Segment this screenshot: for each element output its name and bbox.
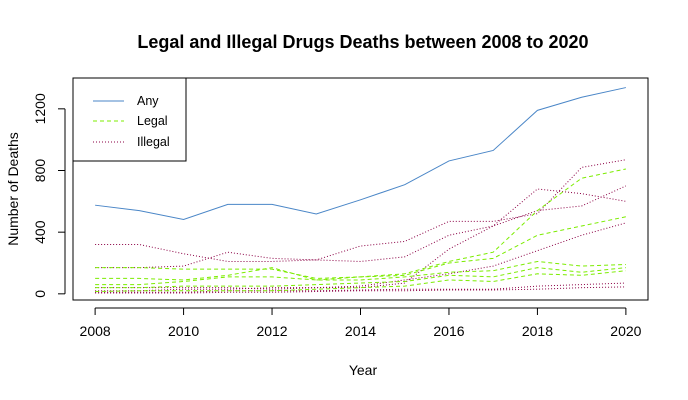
y-tick-label: 800 — [32, 159, 48, 183]
y-axis-label: Number of Deaths — [5, 132, 21, 246]
legend: Any Legal Illegal — [72, 77, 187, 162]
x-axis: 2008 2010 2012 2014 2016 2018 2020 — [80, 307, 642, 339]
series-line-legal-3 — [95, 260, 626, 286]
x-tick-label: 2018 — [522, 323, 553, 339]
series-line-illegal-9 — [95, 222, 627, 292]
series-line-legal-4 — [95, 267, 626, 289]
legend-label-illegal: Illegal — [137, 135, 170, 149]
series-line-legal-2 — [95, 216, 626, 281]
series-line-illegal-8 — [95, 188, 626, 290]
legend-box — [72, 77, 187, 162]
series-group — [95, 87, 627, 294]
x-tick-label: 2016 — [433, 323, 464, 339]
series-line-illegal-11 — [95, 286, 626, 294]
x-tick-label: 2012 — [256, 323, 287, 339]
series-line-illegal-6 — [95, 159, 626, 262]
x-axis-label: Year — [349, 362, 378, 378]
series-line-legal-1 — [95, 168, 626, 279]
legend-label-legal: Legal — [137, 114, 168, 128]
series-line-any-0 — [95, 87, 626, 221]
x-tick-label: 2014 — [345, 323, 376, 339]
x-tick-label: 2008 — [80, 323, 111, 339]
legend-label-any: Any — [137, 94, 159, 108]
series-line-illegal-7 — [95, 185, 627, 269]
y-tick-label: 400 — [32, 220, 48, 244]
x-tick-label: 2020 — [610, 323, 641, 339]
y-tick-label: 1200 — [32, 93, 48, 124]
chart-title: Legal and Illegal Drugs Deaths between 2… — [137, 32, 588, 52]
y-tick-label: 0 — [32, 290, 48, 298]
y-axis: 0 400 800 1200 — [32, 93, 66, 298]
x-tick-label: 2010 — [168, 323, 199, 339]
series-line-legal-5 — [95, 270, 626, 293]
plot-box — [72, 77, 649, 301]
